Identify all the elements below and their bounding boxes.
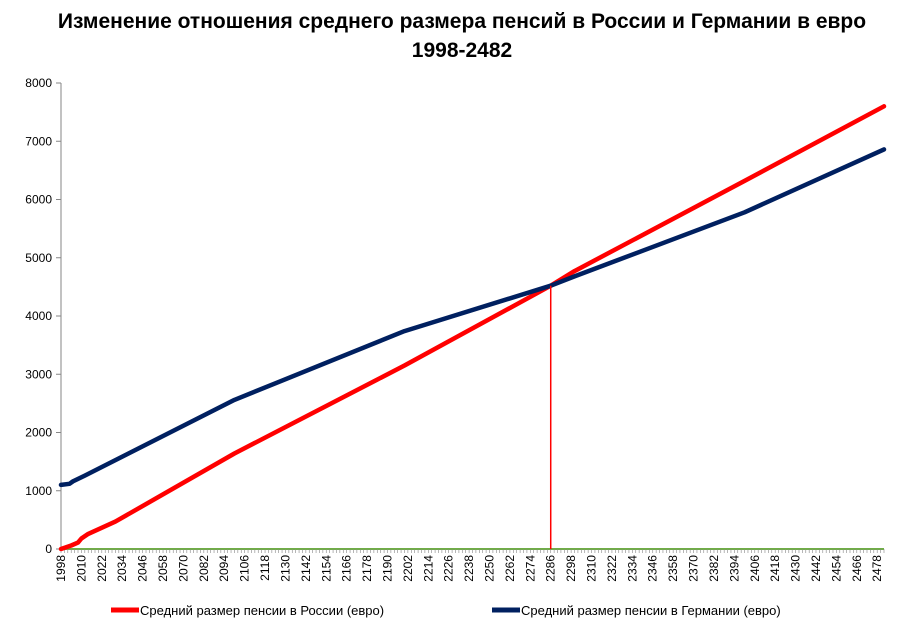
y-tick-label: 4000 — [25, 309, 52, 323]
x-tick-label: 2394 — [727, 555, 741, 582]
x-tick-label: 2178 — [360, 555, 374, 582]
x-tick-label: 2430 — [789, 555, 803, 582]
x-tick-label: 2238 — [462, 555, 476, 582]
chart-title: Изменение отношения среднего размера пен… — [58, 10, 866, 33]
y-tick-label: 0 — [45, 542, 52, 556]
series-layer — [58, 104, 887, 552]
legend-label-russia: Средний размер пенсии в России (евро) — [140, 603, 384, 618]
x-tick-label: 2166 — [340, 555, 354, 582]
x-tick-label: 2442 — [809, 555, 823, 582]
x-tick-label: 2202 — [401, 555, 415, 582]
x-tick-label: 2370 — [687, 555, 701, 582]
x-tick-label: 2214 — [421, 555, 435, 582]
x-tick-label: 2142 — [299, 555, 313, 582]
y-tick-label: 3000 — [25, 367, 52, 381]
x-tick-label: 2250 — [483, 555, 497, 582]
y-axis: 0 1000 2000 3000 4000 5000 6000 7000 8000 — [25, 76, 62, 556]
x-tick-label: 2298 — [564, 555, 578, 582]
legend-label-germany: Средний размер пенсии в Германии (евро) — [521, 603, 781, 618]
legend: Средний размер пенсии в России (евро) Ср… — [111, 603, 781, 618]
chart-subtitle: 1998-2482 — [412, 39, 512, 62]
x-tick-label: 2322 — [605, 555, 619, 582]
x-tick-label: 2226 — [442, 555, 456, 582]
y-tick-label: 7000 — [25, 134, 52, 148]
x-tick-label: 2022 — [95, 555, 109, 582]
y-tick-label: 8000 — [25, 76, 52, 90]
x-tick-label: 2406 — [748, 555, 762, 582]
x-tick-label: 2418 — [768, 555, 782, 582]
x-tick-label: 2334 — [625, 555, 639, 582]
x-tick-label: 2286 — [544, 555, 558, 582]
x-tick-label: 2310 — [585, 555, 599, 582]
x-tick-label: 2190 — [380, 555, 394, 582]
x-tick-label: 2118 — [258, 555, 272, 581]
y-tick-label: 6000 — [25, 193, 52, 207]
x-tick-label: 2382 — [707, 555, 721, 582]
x-tick-label: 2262 — [503, 555, 517, 582]
x-tick-label: 2130 — [278, 555, 292, 582]
x-tick-label: 1998 — [54, 555, 68, 582]
y-tick-label: 1000 — [25, 484, 52, 498]
x-tick-label: 2046 — [136, 555, 150, 582]
x-tick-label: 2454 — [829, 555, 843, 582]
x-tick-label: 2274 — [523, 555, 537, 582]
x-tick-label: 2358 — [666, 555, 680, 582]
x-tick-label: 2034 — [115, 555, 129, 582]
x-tick-label: 2082 — [197, 555, 211, 582]
x-tick-label: 2094 — [217, 555, 231, 582]
x-tick-label: 2466 — [850, 555, 864, 582]
series-line-germany — [58, 147, 887, 488]
x-tick-label: 2154 — [319, 555, 333, 582]
x-tick-label: 2058 — [156, 555, 170, 582]
x-tick-label: 2106 — [238, 555, 252, 582]
series-line-russia — [58, 104, 887, 552]
x-tick-label: 2070 — [176, 555, 190, 582]
x-tick-label: 2478 — [870, 555, 884, 582]
x-tick-label: 2346 — [646, 555, 660, 582]
x-tick-label: 2010 — [74, 555, 88, 582]
y-tick-label: 5000 — [25, 251, 52, 265]
y-tick-label: 2000 — [25, 426, 52, 440]
x-axis: 1998 2010 2022 2034 2046 2058 2070 2082 2094 2106… — [54, 548, 885, 582]
